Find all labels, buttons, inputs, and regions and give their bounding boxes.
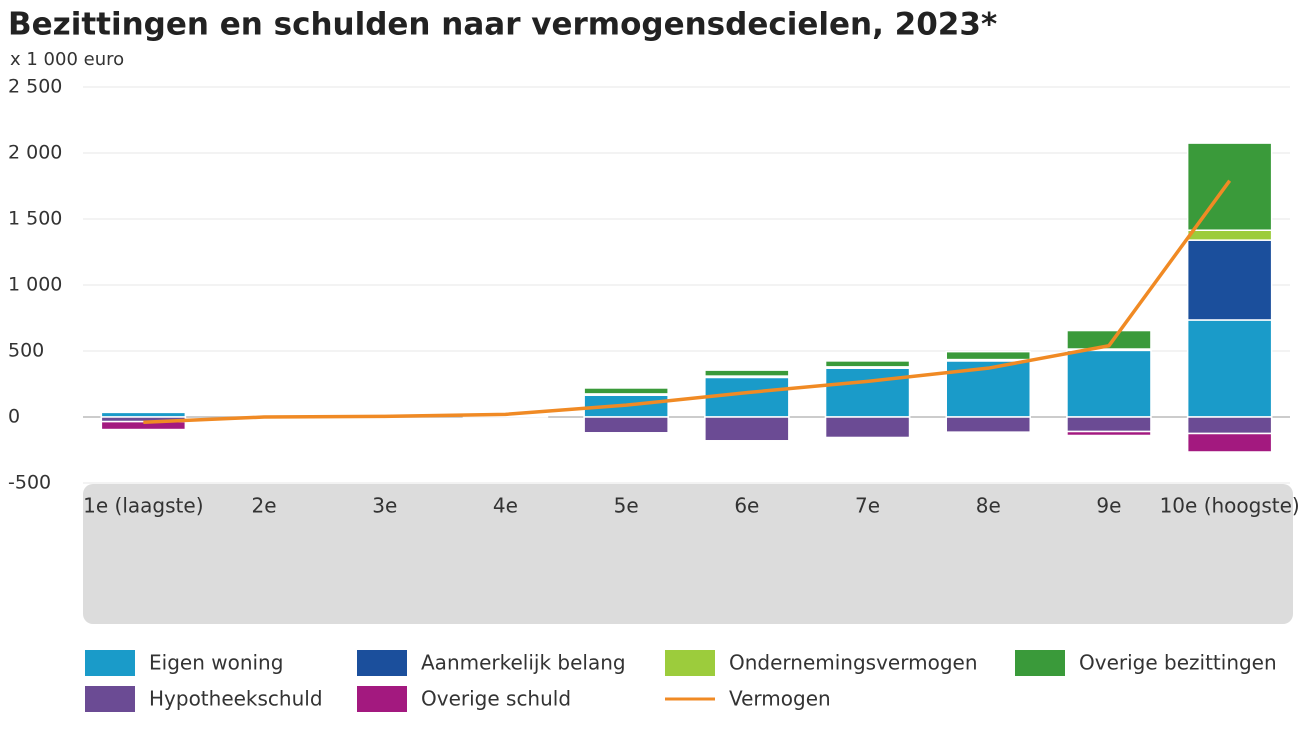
bar-segment	[583, 387, 669, 395]
bar-segment	[945, 350, 1031, 361]
y-tick-label: 1 500	[8, 208, 62, 230]
legend-swatch	[357, 686, 407, 712]
x-tick-label: 4e	[493, 494, 518, 518]
bar-segment	[824, 367, 911, 418]
bar-segment	[704, 416, 790, 442]
bar-segment	[100, 420, 187, 431]
legend-swatch	[665, 650, 715, 676]
x-tick-label: 9e	[1096, 494, 1121, 518]
legend-label: Ondernemingsvermogen	[729, 651, 978, 675]
bar-segment	[824, 416, 911, 439]
x-tick-label: 7e	[855, 494, 880, 518]
x-tick-label: 8e	[976, 494, 1001, 518]
bar-segment	[1186, 229, 1273, 241]
axis-band	[83, 484, 1293, 624]
line-series	[143, 179, 1232, 425]
legend-label: Vermogen	[729, 687, 831, 711]
y-tick-label: 2 500	[8, 76, 62, 98]
bar-segment	[824, 360, 911, 368]
bar-segment	[945, 431, 1031, 435]
bar-segment	[1066, 329, 1152, 350]
legend-swatch	[85, 686, 135, 712]
x-tick-label: 1e (laagste)	[83, 494, 203, 518]
legend-label: Aanmerkelijk belang	[421, 651, 626, 675]
bar-segment	[704, 369, 790, 377]
y-tick-label: 500	[8, 340, 44, 362]
chart-subtitle: x 1 000 euro	[10, 49, 124, 70]
bar-segment	[1186, 432, 1273, 453]
bar-segment	[1186, 319, 1273, 418]
bar-segment	[1066, 349, 1152, 418]
bar-segment	[583, 416, 669, 434]
bar-segment	[1066, 416, 1152, 433]
legend-label: Hypotheekschuld	[149, 687, 323, 711]
x-tick-label: 6e	[734, 494, 759, 518]
chart-title: Bezittingen en schulden naar vermogensde…	[8, 7, 997, 43]
y-tick-label: 2 000	[8, 142, 62, 164]
x-tick-label: 5e	[614, 494, 639, 518]
x-tick-label: 3e	[372, 494, 397, 518]
bar-segment	[583, 432, 669, 435]
y-tick-label: 1 000	[8, 274, 62, 296]
y-tick-label: 0	[8, 406, 20, 428]
legend-label: Overige schuld	[421, 687, 571, 711]
bar-segment	[1066, 430, 1152, 437]
legend-label: Overige bezittingen	[1079, 651, 1277, 675]
legend-swatch	[1015, 650, 1065, 676]
bar-segment	[1186, 416, 1273, 435]
bar-segment	[1186, 142, 1273, 231]
x-tick-label: 2e	[252, 494, 277, 518]
x-tick-label: 10e (hoogste)	[1160, 494, 1299, 518]
legend-swatch	[357, 650, 407, 676]
bar-segment	[1186, 239, 1273, 321]
legend-label: Eigen woning	[149, 651, 283, 675]
bar-segment	[945, 416, 1031, 433]
y-tick-label: -500	[8, 472, 51, 494]
legend-swatch	[85, 650, 135, 676]
